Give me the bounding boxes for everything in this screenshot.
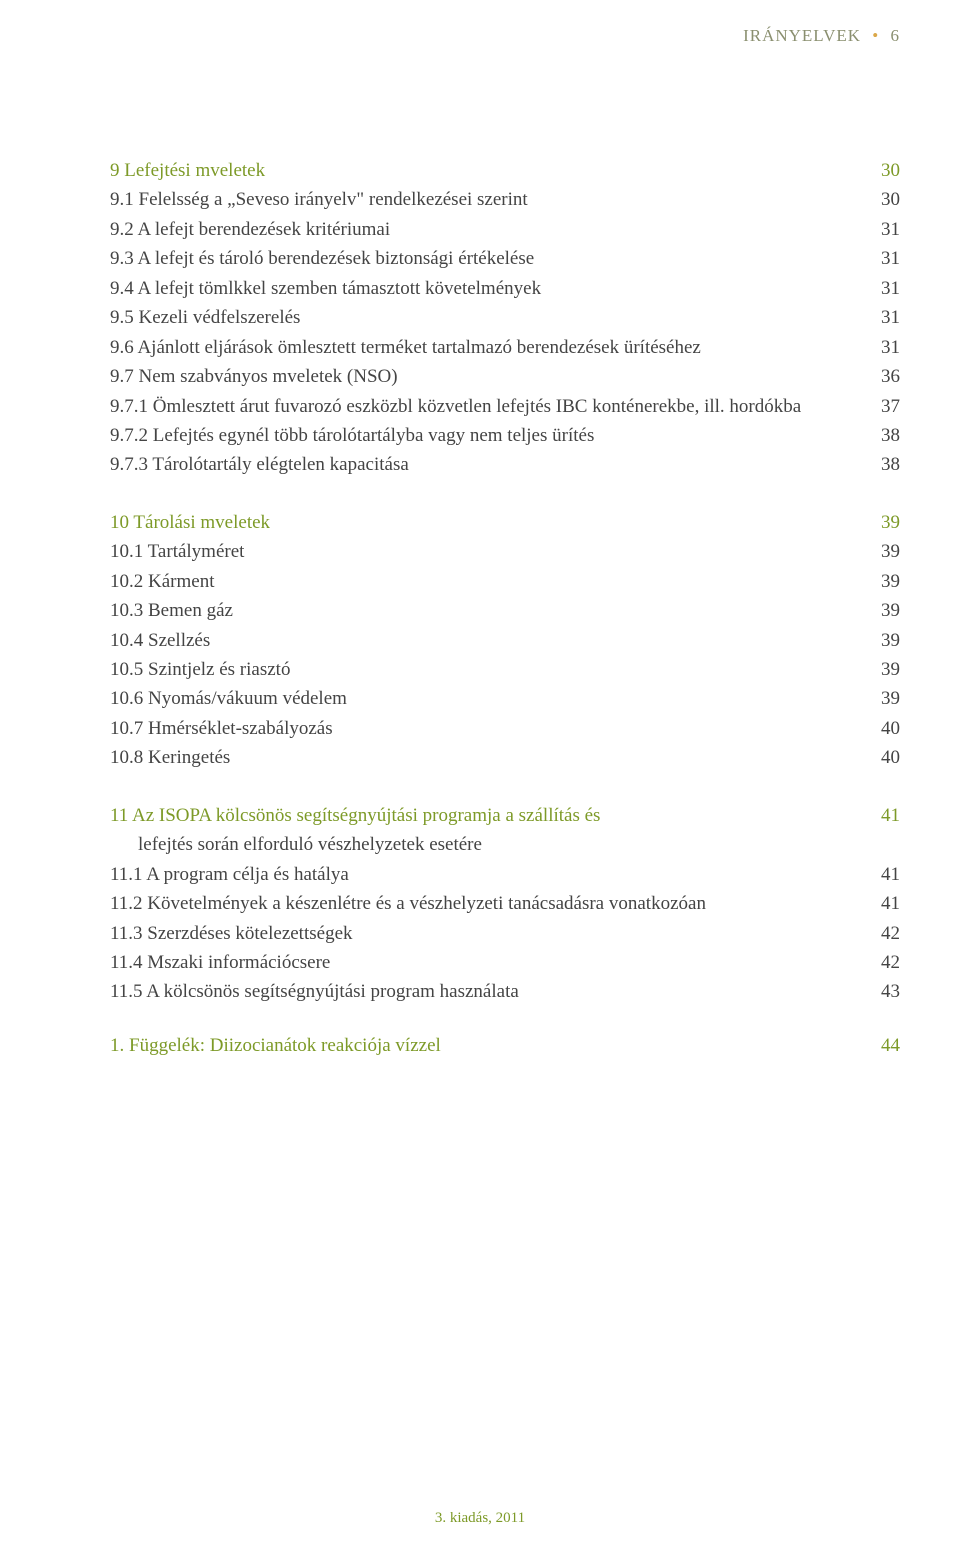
- toc-entry: 11.5 A kölcsönös segítségnyújtási progra…: [110, 977, 900, 1006]
- entry-page: 31: [864, 215, 900, 244]
- entry-text: 10.3 Bemen gáz: [110, 596, 864, 625]
- entry-text: 9.7 Nem szabványos mveletek (NSO): [110, 362, 864, 391]
- entry-page: 38: [864, 450, 900, 479]
- header-page-number: 6: [891, 26, 901, 45]
- page-footer: 3. kiadás, 2011: [0, 1510, 960, 1527]
- toc-section-9: 9 Lefejtési mveletek 30 9.1 Felelsség a …: [110, 156, 900, 480]
- toc-entry: 9.7.2 Lefejtés egynél több tárolótartály…: [110, 421, 900, 450]
- entry-text: 11.4 Mszaki információcsere: [110, 948, 864, 977]
- toc-entry: 10.7 Hmérséklet-szabályozás40: [110, 714, 900, 743]
- entry-page: 36: [864, 362, 900, 391]
- entry-text: 10.1 Tartályméret: [110, 537, 864, 566]
- toc-entry: 10.2 Kárment39: [110, 567, 900, 596]
- entry-text: 10.7 Hmérséklet-szabályozás: [110, 714, 864, 743]
- entry-text: 9.1 Felelsség a „Seveso irányelv" rendel…: [110, 185, 864, 214]
- toc-entry: 9.6 Ajánlott eljárások ömlesztett termék…: [110, 333, 900, 362]
- toc-entry: 10.5 Szintjelz és riasztó39: [110, 655, 900, 684]
- entry-page: 43: [864, 977, 900, 1006]
- entry-page: 39: [864, 596, 900, 625]
- toc-entry: 11.1 A program célja és hatálya41: [110, 860, 900, 889]
- appendix-entry: 1. Függelék: Diizocianátok reakciója víz…: [110, 1035, 900, 1057]
- toc-entry: 11.2 Követelmények a készenlétre és a vé…: [110, 889, 900, 918]
- entry-text: 9.2 A lefejt berendezések kritériumai: [110, 215, 864, 244]
- toc-entry: 9.7.3 Tárolótartály elégtelen kapacitása…: [110, 450, 900, 479]
- toc-entry: 9.7.1 Ömlesztett árut fuvarozó eszközbl …: [110, 392, 900, 421]
- toc-entry: 9.1 Felelsség a „Seveso irányelv" rendel…: [110, 185, 900, 214]
- appendix-page: 44: [864, 1035, 900, 1057]
- entry-text: 9.7.3 Tárolótartály elégtelen kapacitása: [110, 450, 864, 479]
- entry-text: 11.5 A kölcsönös segítségnyújtási progra…: [110, 977, 864, 1006]
- entry-text: 11.2 Követelmények a készenlétre és a vé…: [110, 889, 864, 918]
- entry-page: 39: [864, 626, 900, 655]
- entry-page: 40: [864, 714, 900, 743]
- entry-page: 39: [864, 684, 900, 713]
- entry-text: 9.7.2 Lefejtés egynél több tárolótartály…: [110, 421, 864, 450]
- entry-page: 39: [864, 655, 900, 684]
- toc-entry: 10.1 Tartályméret39: [110, 537, 900, 566]
- section-11-title: 11 Az ISOPA kölcsönös segítségnyújtási p…: [110, 801, 900, 830]
- entry-page: 41: [864, 889, 900, 918]
- entry-text: 9.4 A lefejt tömlkkel szemben támasztott…: [110, 274, 864, 303]
- entry-page: 31: [864, 244, 900, 273]
- toc-entry: 11.4 Mszaki információcsere42: [110, 948, 900, 977]
- toc-section-10: 10 Tárolási mveletek 39 10.1 Tartálymére…: [110, 508, 900, 773]
- header-title: IRÁNYELVEK: [743, 26, 861, 45]
- entry-text: 10.2 Kárment: [110, 567, 864, 596]
- entry-text: 11.3 Szerzdéses kötelezettségek: [110, 919, 864, 948]
- toc-entry: 9.3 A lefejt és tároló berendezések bizt…: [110, 244, 900, 273]
- document-page: IRÁNYELVEK • 6 9 Lefejtési mveletek 30 9…: [0, 0, 960, 1563]
- entry-page: 42: [864, 919, 900, 948]
- toc-entry: 10.8 Keringetés40: [110, 743, 900, 772]
- section-title-text: 10 Tárolási mveletek: [110, 508, 864, 537]
- entry-page: 31: [864, 303, 900, 332]
- entry-page: 40: [864, 743, 900, 772]
- toc-entry: 9.5 Kezeli védfelszerelés31: [110, 303, 900, 332]
- entry-page: 39: [864, 567, 900, 596]
- entry-text: 10.6 Nyomás/vákuum védelem: [110, 684, 864, 713]
- entry-page: 31: [864, 333, 900, 362]
- entry-text: 11.1 A program célja és hatálya: [110, 860, 864, 889]
- toc-entry: 11.3 Szerzdéses kötelezettségek42: [110, 919, 900, 948]
- toc-entry: 10.4 Szellzés39: [110, 626, 900, 655]
- toc-entry: 10.6 Nyomás/vákuum védelem39: [110, 684, 900, 713]
- toc-entry: 9.2 A lefejt berendezések kritériumai31: [110, 215, 900, 244]
- entry-text: 10.8 Keringetés: [110, 743, 864, 772]
- entry-page: 41: [864, 860, 900, 889]
- section-11-title-continued: lefejtés során elforduló vészhelyzetek e…: [110, 830, 900, 859]
- entry-text: 9.7.1 Ömlesztett árut fuvarozó eszközbl …: [110, 392, 864, 421]
- entry-text: 9.3 A lefejt és tároló berendezések bizt…: [110, 244, 864, 273]
- entry-text: 9.6 Ajánlott eljárások ömlesztett termék…: [110, 333, 864, 362]
- toc-section-11: 11 Az ISOPA kölcsönös segítségnyújtási p…: [110, 801, 900, 1007]
- section-title-page: 41: [864, 801, 900, 830]
- section-title-page: 39: [864, 508, 900, 537]
- section-title-page: 30: [864, 156, 900, 185]
- entry-page: 37: [864, 392, 900, 421]
- section-title-text: 9 Lefejtési mveletek: [110, 156, 864, 185]
- entry-text: 9.5 Kezeli védfelszerelés: [110, 303, 864, 332]
- appendix-text: 1. Függelék: Diizocianátok reakciója víz…: [110, 1035, 441, 1057]
- entry-page: 39: [864, 537, 900, 566]
- toc-entry: 10.3 Bemen gáz39: [110, 596, 900, 625]
- section-10-title: 10 Tárolási mveletek 39: [110, 508, 900, 537]
- header-bullet: •: [872, 26, 879, 45]
- entry-text: 10.4 Szellzés: [110, 626, 864, 655]
- page-header: IRÁNYELVEK • 6: [110, 26, 900, 46]
- entry-page: 31: [864, 274, 900, 303]
- section-title-text: 11 Az ISOPA kölcsönös segítségnyújtási p…: [110, 801, 864, 830]
- entry-text: 10.5 Szintjelz és riasztó: [110, 655, 864, 684]
- section-title-cont-text: lefejtés során elforduló vészhelyzetek e…: [110, 830, 864, 859]
- toc-entry: 9.4 A lefejt tömlkkel szemben támasztott…: [110, 274, 900, 303]
- toc-entry: 9.7 Nem szabványos mveletek (NSO)36: [110, 362, 900, 391]
- entry-page: 38: [864, 421, 900, 450]
- entry-page: 42: [864, 948, 900, 977]
- section-9-title: 9 Lefejtési mveletek 30: [110, 156, 900, 185]
- entry-page: 30: [864, 185, 900, 214]
